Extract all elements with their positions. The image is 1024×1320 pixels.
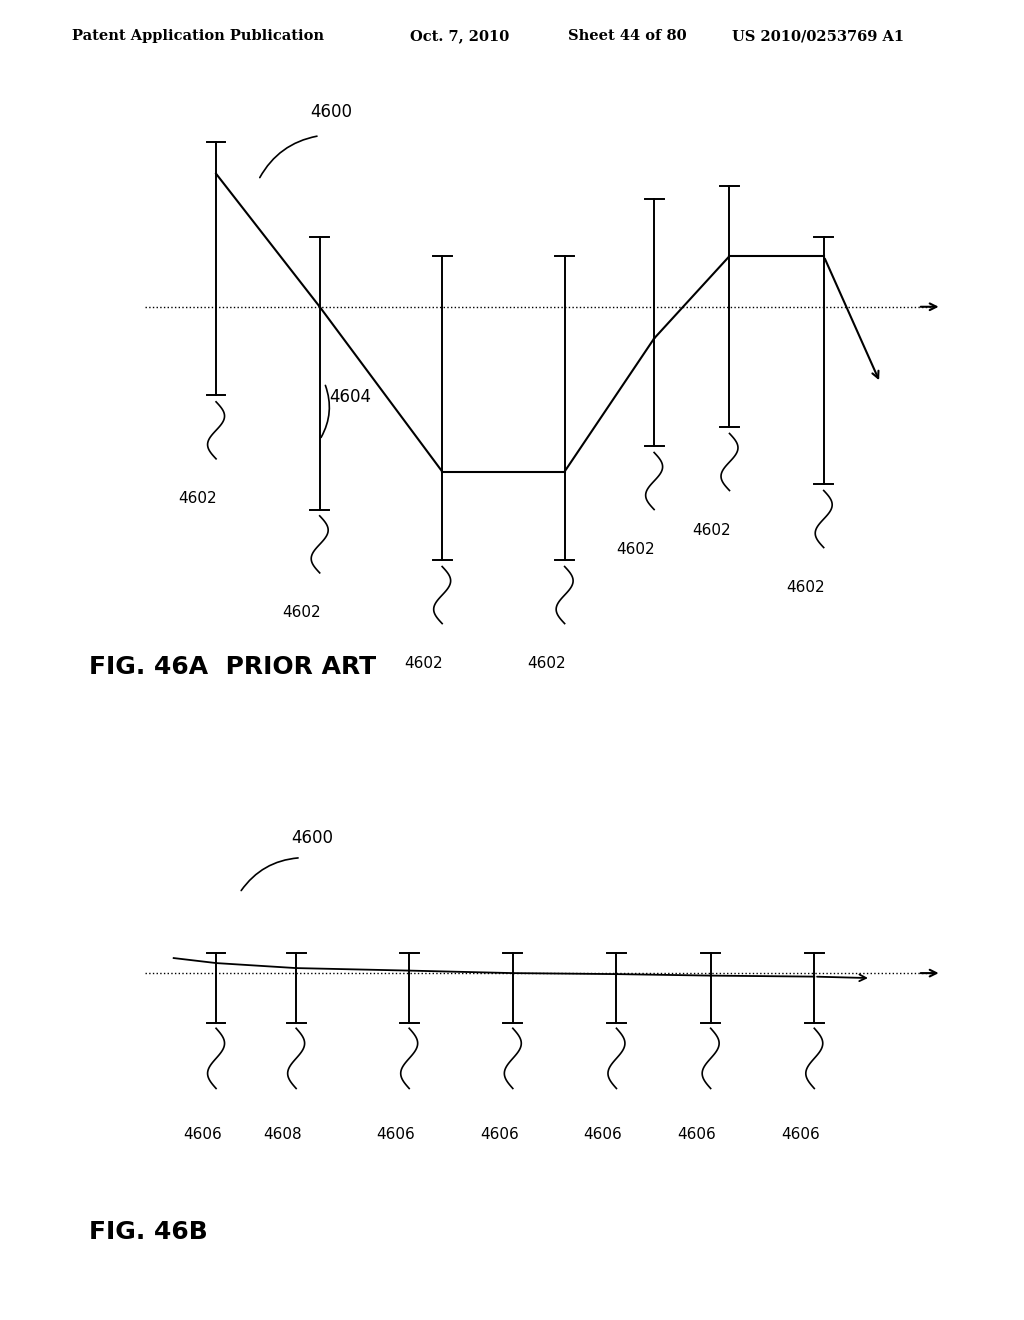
Text: FIG. 46B: FIG. 46B [89, 1220, 208, 1243]
Text: 4602: 4602 [527, 656, 565, 671]
Text: Sheet 44 of 80: Sheet 44 of 80 [568, 29, 687, 44]
Text: 4600: 4600 [292, 829, 334, 846]
Text: 4604: 4604 [329, 388, 371, 405]
Text: 4606: 4606 [781, 1127, 820, 1142]
Text: FIG. 46A  PRIOR ART: FIG. 46A PRIOR ART [89, 655, 376, 680]
Text: 4602: 4602 [178, 491, 217, 506]
Text: 4602: 4602 [786, 579, 824, 595]
Text: 4602: 4602 [692, 523, 730, 537]
Text: 4606: 4606 [183, 1127, 222, 1142]
Text: US 2010/0253769 A1: US 2010/0253769 A1 [732, 29, 904, 44]
Text: Oct. 7, 2010: Oct. 7, 2010 [410, 29, 509, 44]
Text: 4602: 4602 [282, 606, 321, 620]
Text: 4606: 4606 [678, 1127, 717, 1142]
Text: 4608: 4608 [263, 1127, 302, 1142]
Text: 4606: 4606 [376, 1127, 415, 1142]
Text: 4606: 4606 [584, 1127, 623, 1142]
Text: 4600: 4600 [310, 103, 352, 120]
Text: 4606: 4606 [480, 1127, 518, 1142]
Text: Patent Application Publication: Patent Application Publication [72, 29, 324, 44]
Text: 4602: 4602 [404, 656, 443, 671]
Text: 4602: 4602 [616, 543, 655, 557]
